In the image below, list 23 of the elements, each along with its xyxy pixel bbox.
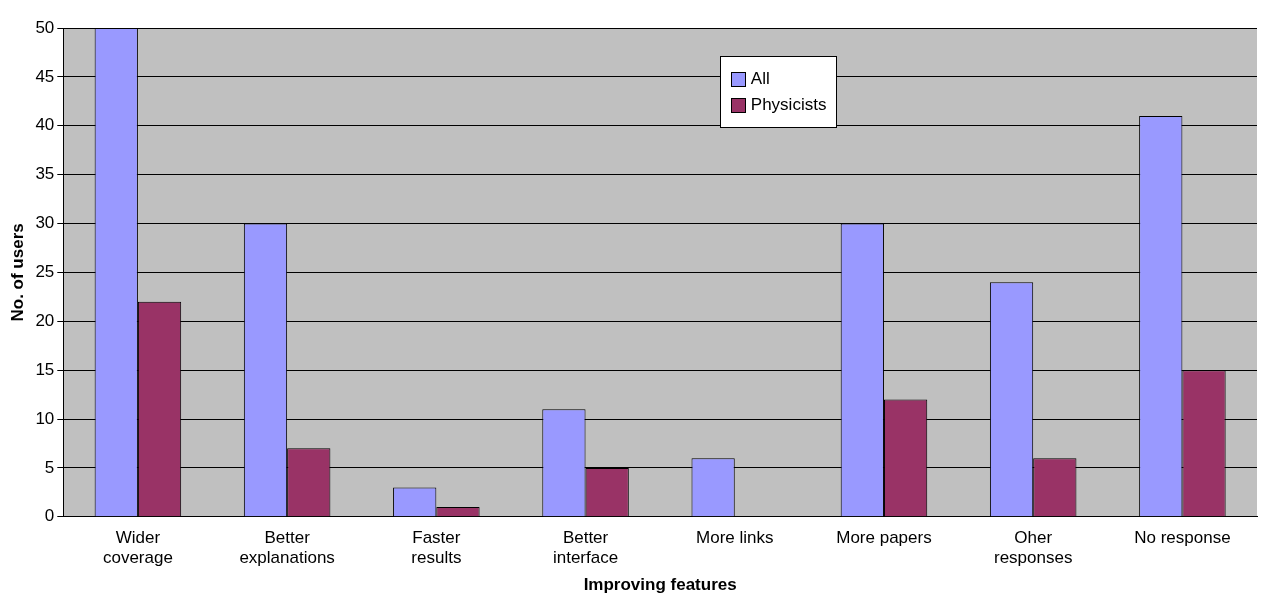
y-axis-title: No. of users: [7, 223, 27, 322]
y-tick-label: 20: [35, 310, 55, 330]
y-tick-label: 5: [44, 457, 55, 477]
x-tick-label: Oher responses: [993, 527, 1073, 568]
x-tick-label: Better explanations: [239, 527, 335, 568]
y-tick-label: 10: [35, 408, 55, 428]
y-tick-label: 40: [35, 115, 55, 135]
x-axis-title: Improving features: [583, 575, 737, 595]
x-tick-label: More papers: [836, 527, 932, 547]
y-tick-label: 25: [35, 262, 55, 282]
x-tick-label: Wider coverage: [102, 527, 173, 568]
x-tick-label: Better interface: [552, 527, 619, 568]
y-tick-label: 35: [35, 164, 55, 184]
y-tick-label: 50: [35, 17, 55, 37]
x-tick-label: More links: [696, 527, 774, 547]
y-tick-label: 15: [35, 359, 55, 379]
x-tick-label: No response: [1134, 527, 1231, 547]
y-tick-label: 0: [44, 506, 55, 526]
legend-label: Physicists: [750, 95, 827, 115]
legend-label: All: [750, 69, 770, 89]
y-tick-label: 45: [35, 66, 55, 86]
x-tick-label: Faster results: [411, 527, 462, 568]
y-tick-label: 30: [35, 213, 55, 233]
